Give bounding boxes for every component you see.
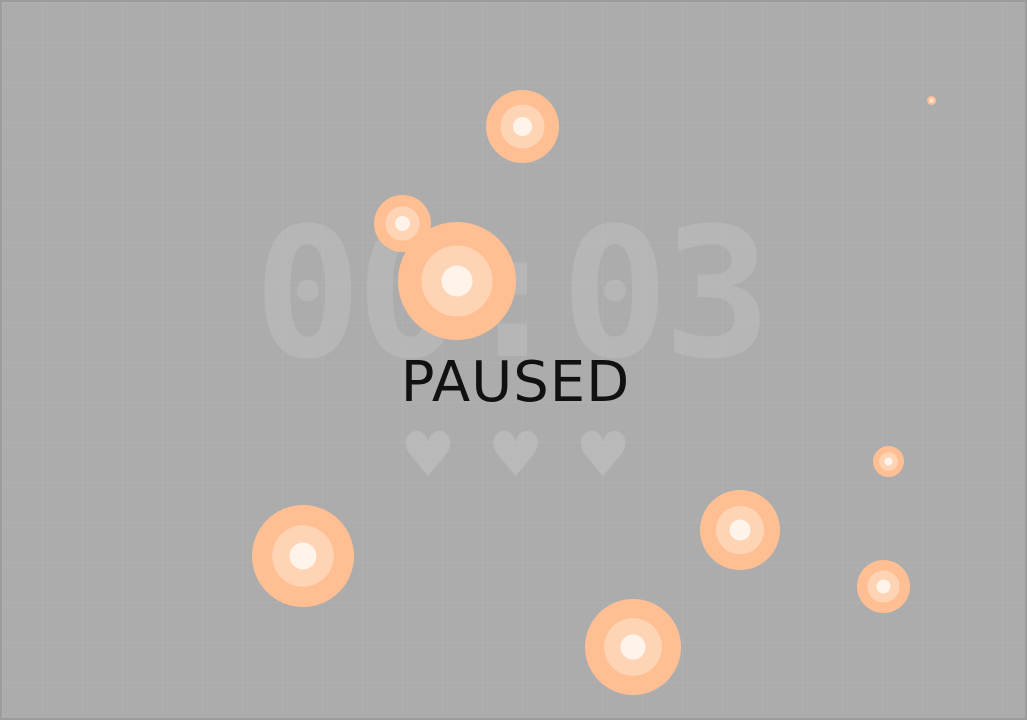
- orb: [398, 222, 516, 340]
- orb: [486, 90, 559, 163]
- orb: [700, 490, 780, 570]
- paused-label: PAUSED: [400, 350, 631, 415]
- heart-icon: ♥: [575, 418, 631, 491]
- orb: [927, 96, 936, 105]
- lives-indicator: ♥ ♥ ♥: [2, 418, 1025, 491]
- heart-icon: ♥: [400, 418, 456, 491]
- orb: [857, 560, 910, 613]
- heart-icon: ♥: [487, 418, 544, 491]
- orb: [873, 446, 904, 477]
- orb: [585, 599, 681, 695]
- orb: [252, 505, 354, 607]
